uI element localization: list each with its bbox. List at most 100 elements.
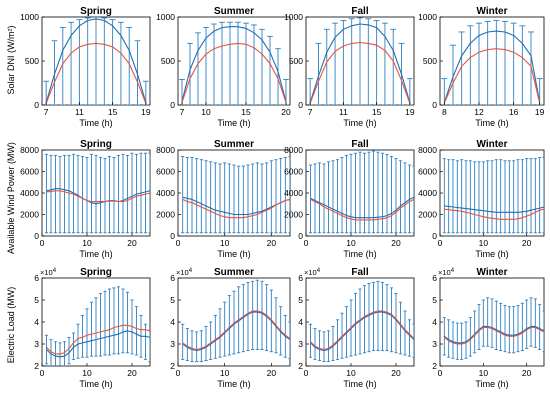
y-tick-label: 6000 xyxy=(156,167,175,177)
x-axis-label: Time (h) xyxy=(475,249,508,259)
y-tick-label: 4000 xyxy=(418,188,437,198)
y-tick-label: 8000 xyxy=(284,145,303,155)
series-line-2 xyxy=(46,190,150,203)
x-axis-label: Time (h) xyxy=(79,118,112,128)
x-axis-label: Time (h) xyxy=(343,379,376,389)
y-tick-label: 4 xyxy=(34,317,39,327)
y-tick-label: 2 xyxy=(34,361,39,371)
y-tick-label: 500 xyxy=(25,56,39,66)
y-tick-label: 8000 xyxy=(156,145,175,155)
x-tick-label: 15 xyxy=(108,107,118,117)
panel-title: Spring xyxy=(80,6,112,17)
panel-title: Summer xyxy=(214,6,254,17)
plot-area xyxy=(44,286,150,366)
series-line-1 xyxy=(46,188,150,205)
x-tick-label: 20 xyxy=(267,238,277,248)
plot-area xyxy=(181,155,290,234)
y-tick-label: 2000 xyxy=(284,210,303,220)
y-tick-label: 500 xyxy=(161,56,175,66)
panel-0-3: 8 12 16 19 0 500 1000 Winter Time (h) xyxy=(418,6,545,128)
y-tick-label: 1000 xyxy=(156,12,175,22)
series-line-2 xyxy=(443,48,541,104)
y-tick-label: 5 xyxy=(170,295,175,305)
axes-frame xyxy=(177,16,291,106)
x-axis-label: Time (h) xyxy=(217,249,250,259)
y-tick-label: 0 xyxy=(34,231,39,241)
panel-title: Winter xyxy=(476,139,507,150)
x-tick-label: 20 xyxy=(267,368,277,378)
plot-area xyxy=(308,280,414,363)
plot-area xyxy=(441,20,543,105)
series-line-2 xyxy=(444,208,544,220)
y-tick-label: 3 xyxy=(34,339,39,349)
x-tick-label: 20 xyxy=(391,238,401,248)
panel-0-2: 7 11 15 19 0 500 1000 Fall Time (h) xyxy=(284,6,415,128)
panel-title: Fall xyxy=(351,6,368,17)
x-tick-label: 11 xyxy=(75,107,84,117)
y-label-row-load: Electric Load (MW) xyxy=(6,287,16,364)
series-line-2 xyxy=(46,324,150,355)
x-tick-label: 7 xyxy=(180,107,185,117)
panel-2-0: 0 10 20 2 3 4 5 6 Spring ×104 Time (h) xyxy=(34,267,151,389)
y-tick-label: 2000 xyxy=(20,210,39,220)
panel-title: Spring xyxy=(80,267,112,278)
y-tick-label: 6000 xyxy=(418,167,437,177)
y-exponent-label: ×104 xyxy=(40,268,57,277)
y-exponent-power: 4 xyxy=(451,268,455,274)
y-exponent-label: ×104 xyxy=(438,268,455,277)
x-tick-label: 0 xyxy=(40,368,45,378)
y-exponent-power: 4 xyxy=(53,268,57,274)
x-tick-label: 0 xyxy=(438,368,443,378)
x-axis-label: Time (h) xyxy=(343,118,376,128)
x-axis-label: Time (h) xyxy=(217,379,250,389)
series-line-2 xyxy=(182,310,290,351)
x-tick-label: 0 xyxy=(176,238,181,248)
series-line-2 xyxy=(310,310,414,351)
y-tick-label: 2 xyxy=(298,361,303,371)
x-axis-label: Time (h) xyxy=(475,118,508,128)
series-line-1 xyxy=(310,196,414,219)
panel-1-2: 0 10 20 0 2000 4000 6000 8000 Fall Time (h) xyxy=(284,139,415,259)
x-tick-label: 10 xyxy=(479,368,489,378)
y-exponent-power: 4 xyxy=(189,268,193,274)
plot-area xyxy=(308,150,414,234)
x-tick-label: 20 xyxy=(127,368,137,378)
x-axis-label: Time (h) xyxy=(343,249,376,259)
series-line-1 xyxy=(444,205,544,213)
x-axis-label: Time (h) xyxy=(217,118,250,128)
plot-area xyxy=(442,297,544,360)
plot-area xyxy=(43,17,149,105)
plot-area xyxy=(44,152,150,234)
x-tick-label: 0 xyxy=(438,238,443,248)
x-tick-label: 10 xyxy=(479,238,489,248)
y-tick-label: 2 xyxy=(170,361,175,371)
x-tick-label: 10 xyxy=(82,238,92,248)
x-tick-label: 20 xyxy=(522,238,532,248)
x-tick-label: 20 xyxy=(127,238,137,248)
x-tick-label: 10 xyxy=(220,238,230,248)
panel-title: Spring xyxy=(80,139,112,150)
y-tick-label: 500 xyxy=(423,56,437,66)
x-tick-label: 10 xyxy=(82,368,92,378)
series-line-1 xyxy=(443,30,541,103)
y-tick-label: 4000 xyxy=(20,188,39,198)
panel-title: Winter xyxy=(476,267,507,278)
x-tick-label: 20 xyxy=(281,107,291,117)
series-line-2 xyxy=(45,42,147,104)
y-exponent-power: 4 xyxy=(317,268,321,274)
x-tick-label: 19 xyxy=(405,107,415,117)
y-tick-label: 0 xyxy=(34,100,39,110)
x-tick-label: 0 xyxy=(304,238,309,248)
y-tick-label: 6000 xyxy=(20,167,39,177)
panel-0-1: 7 10 15 20 0 500 1000 Summer Time (h) xyxy=(156,6,291,128)
x-tick-label: 20 xyxy=(391,368,401,378)
series-line-1 xyxy=(309,23,411,103)
y-exponent-label: ×104 xyxy=(304,268,321,277)
panel-1-0: 0 10 20 0 2000 4000 6000 8000 Spring Time (h) xyxy=(20,139,151,259)
x-tick-label: 10 xyxy=(346,368,356,378)
x-axis-label: Time (h) xyxy=(79,249,112,259)
x-axis-label: Time (h) xyxy=(79,379,112,389)
y-tick-label: 3 xyxy=(170,339,175,349)
panel-0-0: 7 11 15 19 0 500 1000 Spring Time (h) xyxy=(20,6,151,128)
